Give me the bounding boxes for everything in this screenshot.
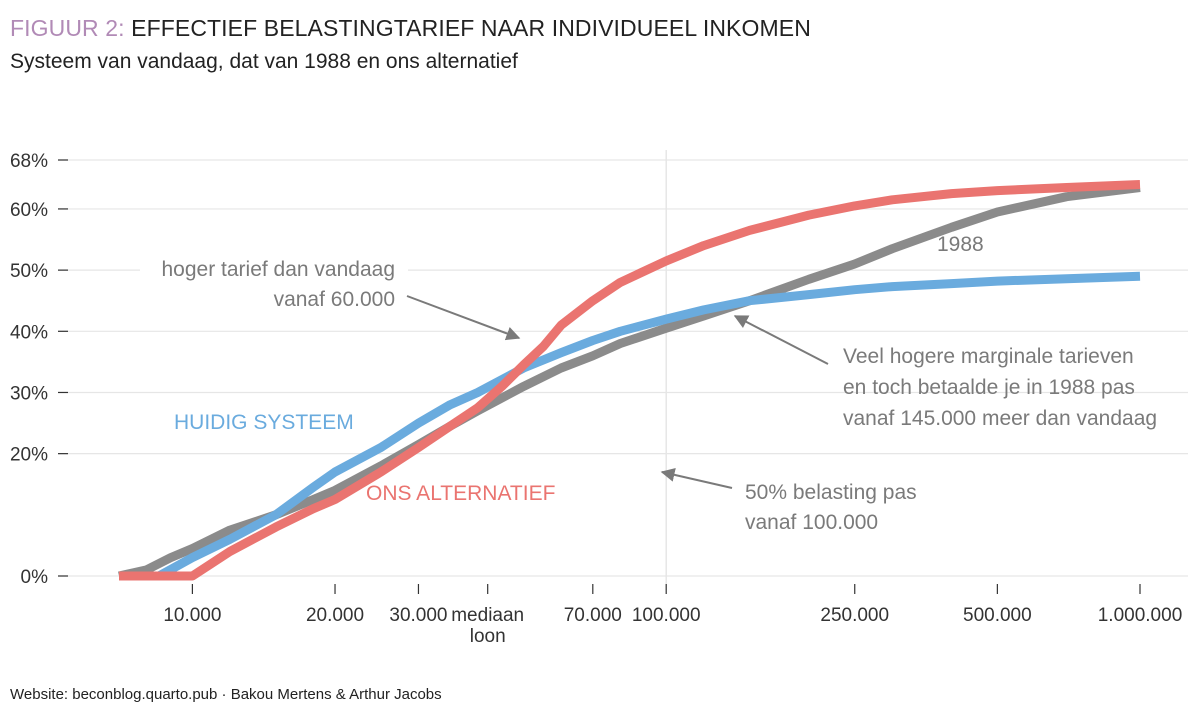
x-tick-label: 1.000.000 — [1098, 605, 1183, 626]
annotation-backgrounds — [140, 252, 408, 316]
y-axis-ticks: 0% 20% 30% 40% 50% 60% 68% — [10, 151, 68, 588]
y-tick-label: 40% — [10, 322, 48, 343]
annotation-hoger-line: hoger tarief dan vandaag — [161, 258, 395, 281]
annotations: hoger tarief dan vandaag vanaf 60.000 Veel… — [161, 258, 1157, 534]
figure-label: FIGUUR 2: — [10, 15, 125, 41]
source-credit: Website: beconblog.quarto.pub · Bakou Me… — [10, 686, 442, 703]
annotation-vijftig-line: 50% belasting pas — [745, 481, 917, 504]
y-tick-label: 20% — [10, 445, 48, 466]
series-line-y1988 — [118, 183, 1141, 581]
y-tick-label: 30% — [10, 383, 48, 404]
x-tick-label-line2: loon — [470, 626, 506, 647]
x-tick-label: 30.000 — [389, 605, 447, 626]
title-text: EFFECTIEF BELASTINGTARIEF NAAR INDIVIDUE… — [131, 15, 811, 41]
series-labels: HUIDIG SYSTEEM ONS ALTERNATIEF 1988 — [174, 233, 984, 505]
chart-header: FIGUUR 2: EFFECTIEF BELASTINGTARIEF NAAR… — [10, 14, 811, 76]
x-tick-label: 500.000 — [963, 605, 1032, 626]
series-label-huidig: HUIDIG SYSTEEM — [174, 411, 354, 434]
annotation-arrows — [406, 295, 829, 489]
chart-subtitle: Systeem van vandaag, dat van 1988 en ons… — [10, 50, 518, 73]
annotation-vijftig-line: vanaf 100.000 — [745, 511, 878, 534]
x-tick-label: 20.000 — [306, 605, 364, 626]
series-label-y1988: 1988 — [937, 233, 984, 256]
chart-title: FIGUUR 2: EFFECTIEF BELASTINGTARIEF NAAR… — [10, 14, 811, 42]
x-tick-label: 70.000 — [564, 605, 622, 626]
x-tick-label: mediaan — [451, 605, 524, 626]
y-tick-label: 0% — [21, 567, 49, 588]
y-tick-label: 50% — [10, 261, 48, 282]
x-tick-label: 100.000 — [632, 605, 701, 626]
arrow-vijftig — [660, 467, 733, 489]
series-lines — [118, 180, 1141, 581]
series-line-alternatief — [119, 180, 1141, 581]
x-tick-label: 10.000 — [163, 605, 221, 626]
y-tick-label: 68% — [10, 151, 48, 172]
annotation-veel-line: Veel hogere marginale tarieven — [843, 345, 1134, 368]
series-label-alternatief: ONS ALTERNATIEF — [366, 482, 555, 505]
annotation-veel-line: en toch betaalde je in 1988 pas — [843, 376, 1135, 399]
arrow-veel — [733, 315, 829, 365]
x-tick-label: 250.000 — [820, 605, 889, 626]
arrow-hoger — [406, 295, 521, 341]
series-line-huidig — [119, 271, 1141, 581]
annotation-veel-line: vanaf 145.000 meer dan vandaag — [843, 407, 1157, 430]
annotation-hoger-line: vanaf 60.000 — [274, 288, 395, 311]
y-tick-label: 60% — [10, 200, 48, 221]
y-gridlines — [58, 159, 1188, 577]
annotation-bg-hoger — [140, 252, 408, 316]
